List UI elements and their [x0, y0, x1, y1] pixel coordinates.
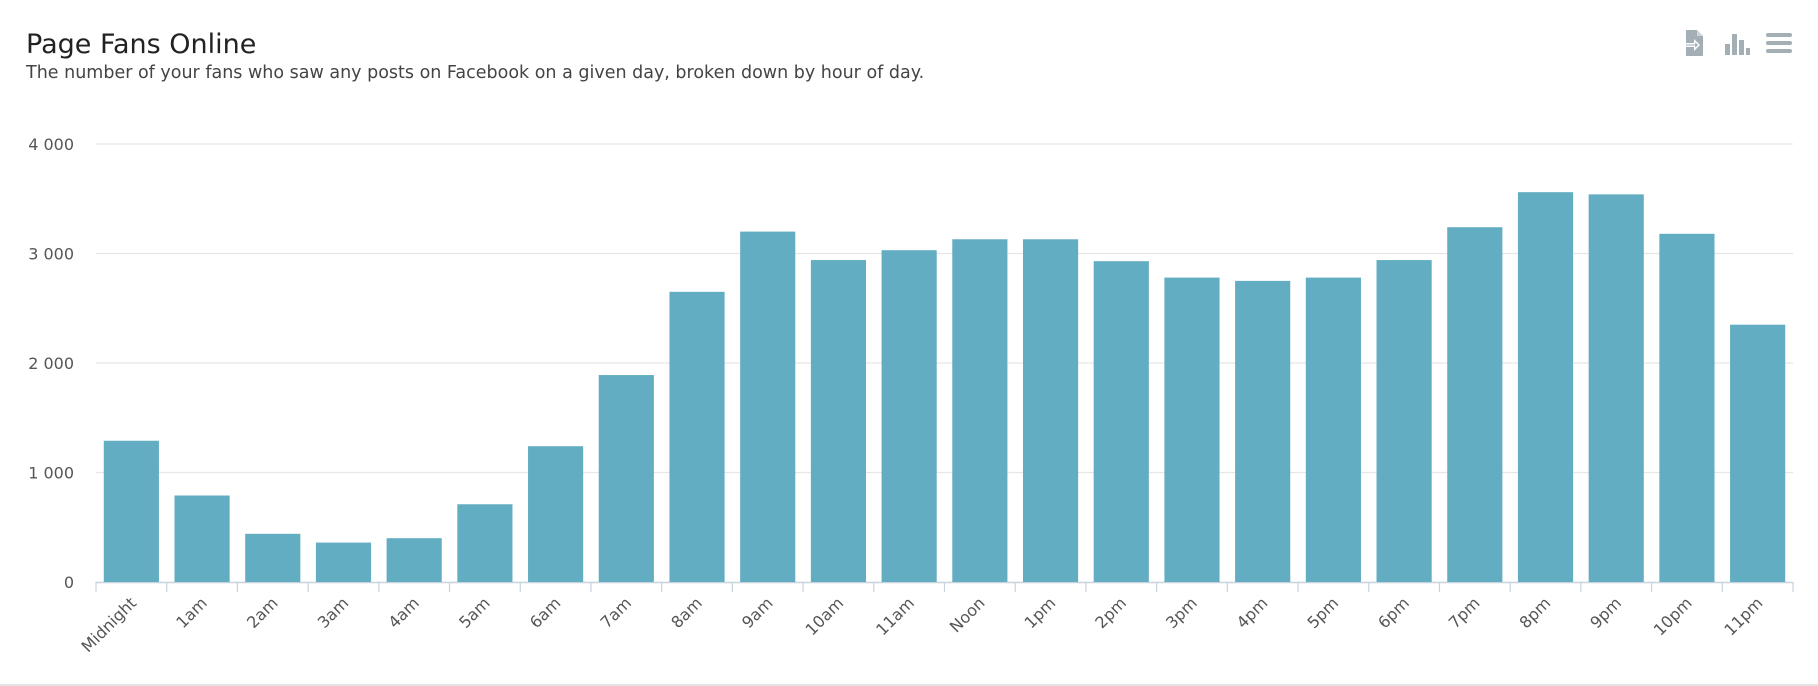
y-tick-label: 1 000	[28, 464, 74, 483]
x-tick-label: 10am	[801, 593, 847, 639]
bar-3pm	[1164, 277, 1220, 582]
chart-title: Page Fans Online	[26, 29, 257, 60]
chart-toolbar	[1680, 28, 1794, 58]
x-tick-label: 4am	[384, 593, 423, 632]
bar-noon	[952, 239, 1008, 582]
bar-5pm	[1305, 277, 1361, 582]
bar-10am	[810, 260, 867, 582]
bar-2am	[245, 533, 301, 582]
x-tick-label: 10pm	[1650, 593, 1696, 639]
bar-9pm	[1588, 194, 1644, 582]
x-tick-label: 4pm	[1233, 593, 1272, 632]
chart-subtitle: The number of your fans who saw any post…	[26, 63, 925, 83]
bar-2pm	[1093, 261, 1149, 582]
x-tick-label: 1pm	[1021, 593, 1060, 632]
x-tick-label: 5am	[455, 593, 494, 632]
x-tick-label: 9pm	[1586, 593, 1625, 632]
bar-4pm	[1235, 280, 1291, 582]
bar-7pm	[1447, 227, 1503, 582]
x-tick-label: Noon	[946, 593, 989, 636]
x-tick-label: 1am	[172, 593, 211, 632]
chart-header: Page Fans Online The number of your fans…	[26, 28, 924, 85]
x-tick-label: 9am	[738, 593, 777, 632]
bar-3am	[315, 542, 372, 582]
bar-5am	[457, 504, 513, 582]
x-tick-label: 8pm	[1516, 593, 1555, 632]
bar-8pm	[1517, 192, 1574, 582]
x-tick-label: 6pm	[1374, 593, 1413, 632]
x-tick-label: 8am	[667, 593, 706, 632]
bar-6pm	[1376, 260, 1432, 582]
bar-midnight	[103, 440, 159, 582]
x-tick-label: 2am	[243, 593, 282, 632]
x-tick-label: 3am	[314, 593, 353, 632]
bar-10pm	[1659, 233, 1715, 583]
x-tick-label: 6am	[526, 593, 565, 632]
y-tick-label: 2 000	[28, 354, 74, 373]
y-tick-label: 3 000	[28, 245, 74, 264]
bar-1pm	[1022, 239, 1079, 582]
bar-6am	[528, 446, 584, 582]
bar-11pm	[1730, 324, 1786, 582]
x-tick-label: 5pm	[1303, 593, 1342, 632]
x-tick-label: 7pm	[1445, 593, 1484, 632]
x-tick-label: Midnight	[78, 593, 141, 656]
bar-11am	[881, 250, 937, 582]
x-tick-label: 11am	[872, 593, 918, 639]
bar-8am	[669, 291, 725, 582]
x-tick-label: 11pm	[1720, 593, 1766, 639]
x-tick-label: 2pm	[1091, 593, 1130, 632]
menu-icon	[1766, 33, 1792, 53]
x-tick-label: 3pm	[1162, 593, 1201, 632]
bar-7am	[598, 375, 654, 582]
y-tick-label: 0	[64, 573, 74, 592]
y-tick-label: 4 000	[28, 135, 74, 154]
bar-9am	[740, 231, 796, 582]
chart-type-icon	[1725, 34, 1750, 55]
x-tick-label: 7am	[597, 593, 636, 632]
export-icon	[1684, 30, 1703, 56]
export-button[interactable]	[1680, 28, 1710, 58]
bottom-divider	[0, 684, 1818, 686]
chart-type-button[interactable]	[1722, 28, 1752, 58]
bar-4am	[386, 538, 442, 582]
bar-1am	[174, 495, 230, 582]
menu-button[interactable]	[1764, 28, 1794, 58]
